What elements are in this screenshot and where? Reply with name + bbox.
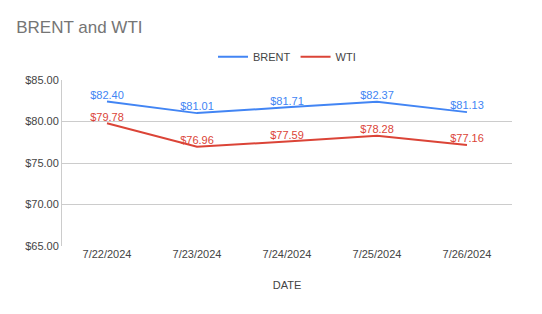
svg-text:7/23/2024: 7/23/2024 (173, 248, 222, 260)
svg-text:$81.13: $81.13 (450, 99, 484, 111)
svg-text:$81.01: $81.01 (180, 100, 214, 112)
svg-text:$70.00: $70.00 (25, 198, 59, 210)
svg-text:$82.40: $82.40 (90, 89, 124, 101)
svg-text:$78.28: $78.28 (360, 123, 394, 135)
svg-text:$81.71: $81.71 (270, 95, 304, 107)
svg-text:7/24/2024: 7/24/2024 (263, 248, 312, 260)
svg-text:DATE: DATE (273, 279, 302, 291)
svg-text:7/25/2024: 7/25/2024 (353, 248, 402, 260)
svg-text:$77.59: $77.59 (270, 129, 304, 141)
svg-text:$85.00: $85.00 (25, 74, 59, 86)
svg-text:$75.00: $75.00 (25, 157, 59, 169)
svg-text:WTI: WTI (336, 51, 356, 63)
svg-text:$79.78: $79.78 (90, 111, 124, 123)
svg-text:7/22/2024: 7/22/2024 (83, 248, 132, 260)
svg-text:BRENT: BRENT (253, 51, 291, 63)
svg-text:$65.00: $65.00 (25, 240, 59, 252)
svg-text:$82.37: $82.37 (360, 89, 394, 101)
svg-text:7/26/2024: 7/26/2024 (443, 248, 492, 260)
svg-text:$80.00: $80.00 (25, 115, 59, 127)
svg-text:BRENT and WTI: BRENT and WTI (16, 18, 142, 37)
svg-text:$76.96: $76.96 (180, 134, 214, 146)
svg-text:$77.16: $77.16 (450, 132, 484, 144)
